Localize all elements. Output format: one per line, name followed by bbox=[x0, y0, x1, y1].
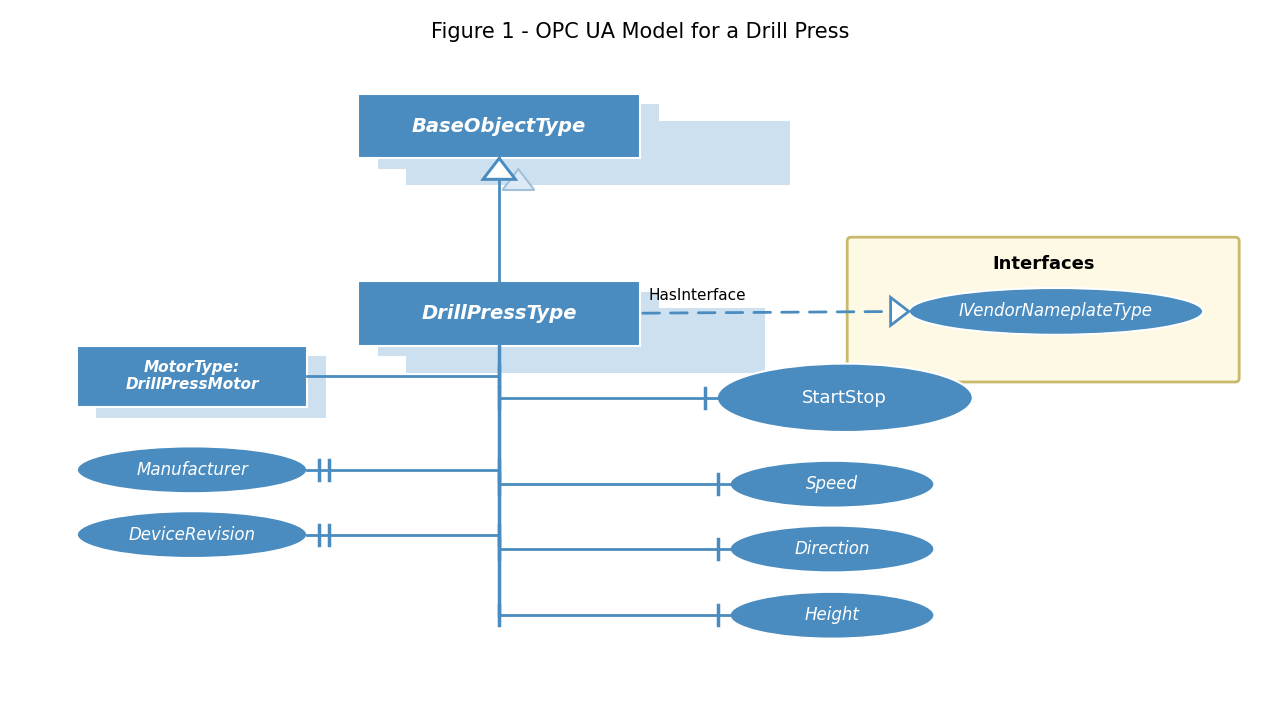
Text: BaseObjectType: BaseObjectType bbox=[412, 117, 586, 135]
FancyBboxPatch shape bbox=[77, 346, 307, 407]
Ellipse shape bbox=[77, 446, 307, 493]
Polygon shape bbox=[891, 297, 909, 325]
FancyBboxPatch shape bbox=[378, 292, 659, 356]
Text: IVendorNameplateType: IVendorNameplateType bbox=[959, 302, 1153, 320]
Ellipse shape bbox=[717, 364, 973, 432]
Polygon shape bbox=[484, 158, 516, 179]
FancyBboxPatch shape bbox=[358, 281, 640, 346]
Text: StartStop: StartStop bbox=[803, 389, 887, 407]
Text: Direction: Direction bbox=[795, 540, 869, 558]
FancyBboxPatch shape bbox=[378, 104, 659, 169]
Ellipse shape bbox=[730, 461, 934, 508]
Text: MotorType:
DrillPressMotor: MotorType: DrillPressMotor bbox=[125, 360, 259, 392]
FancyBboxPatch shape bbox=[847, 237, 1239, 382]
Polygon shape bbox=[484, 158, 516, 179]
Text: HasInterface: HasInterface bbox=[648, 288, 746, 303]
Polygon shape bbox=[503, 169, 535, 190]
FancyBboxPatch shape bbox=[407, 307, 765, 373]
Ellipse shape bbox=[77, 511, 307, 558]
FancyBboxPatch shape bbox=[96, 356, 326, 418]
Text: DeviceRevision: DeviceRevision bbox=[128, 526, 256, 544]
FancyBboxPatch shape bbox=[358, 94, 640, 158]
Text: Height: Height bbox=[805, 606, 859, 624]
Text: Interfaces: Interfaces bbox=[992, 255, 1094, 273]
Text: Manufacturer: Manufacturer bbox=[136, 461, 248, 479]
Text: Figure 1 - OPC UA Model for a Drill Press: Figure 1 - OPC UA Model for a Drill Pres… bbox=[431, 22, 849, 42]
Ellipse shape bbox=[730, 592, 934, 639]
FancyBboxPatch shape bbox=[407, 120, 791, 185]
Ellipse shape bbox=[730, 526, 934, 572]
Text: Speed: Speed bbox=[806, 475, 858, 493]
Text: DrillPressType: DrillPressType bbox=[421, 304, 577, 323]
Ellipse shape bbox=[909, 288, 1203, 335]
